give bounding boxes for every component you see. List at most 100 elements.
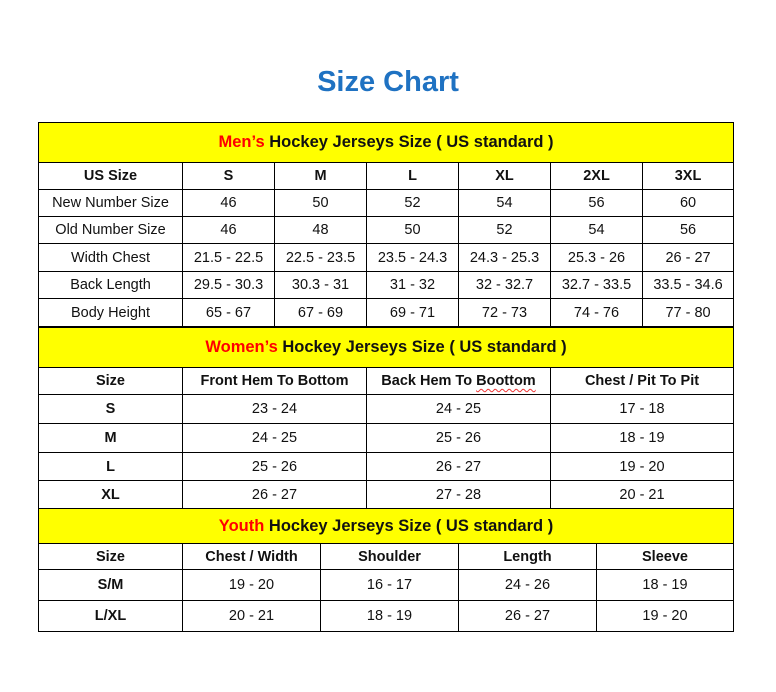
column-header: S [182,162,275,190]
section-title-text: Hockey Jerseys Size ( US standard ) [277,338,567,356]
table-cell: 72 - 73 [458,298,551,327]
table-row: New Number Size 46 50 52 54 56 60 [38,189,735,217]
column-header-label: Size [95,373,125,389]
column-header-label: Chest / Width [205,548,298,565]
column-header: Size [38,367,183,395]
women-section-title: Women’s Hockey Jerseys Size ( US standar… [37,327,735,368]
spelling-underline: Boottom [476,373,536,389]
column-header: Shoulder [320,543,459,570]
row-label: S/M [38,569,183,601]
column-header-label: Length [503,548,552,565]
table-cell: 29.5 - 30.3 [182,271,275,299]
column-header: M [274,162,367,190]
table-cell: 24 - 25 [366,394,551,424]
youth-section-title: Youth Hockey Jerseys Size ( US standard … [37,508,735,544]
table-cell: 18 - 19 [320,600,459,632]
row-label: Width Chest [38,243,183,272]
table-cell: 27 - 28 [366,480,551,509]
table-cell: 30.3 - 31 [274,271,367,299]
table-cell: 25 - 26 [182,452,367,481]
mens-size-table: Men’s Hockey Jerseys Size ( US standard … [37,122,735,327]
table-row: XL 26 - 27 27 - 28 20 - 21 [38,480,735,509]
column-header-label: L [408,168,417,184]
table-cell: 20 - 21 [549,480,735,509]
header-row: Size Front Hem To Bottom Back Hem To Boott… [38,367,735,395]
table-row: Old Number Size 46 48 50 52 54 56 [38,216,735,244]
column-header-label: US Size [83,168,138,184]
column-header: 3XL [641,162,735,190]
table-row: Width Chest 21.5 - 22.5 22.5 - 23.5 23.5 - … [38,243,735,272]
column-header-label: M [314,168,327,184]
table-cell: 46 [182,216,275,244]
table-cell: 19 - 20 [595,600,735,632]
section-title-text: Hockey Jerseys Size ( US standard ) [264,516,554,535]
page-title: Size Chart [317,66,459,98]
table-cell: 26 - 27 [458,600,597,632]
column-header: XL [458,162,551,190]
table-cell: 77 - 80 [641,298,735,327]
table-cell: 65 - 67 [182,298,275,327]
row-label: XL [38,480,183,509]
table-row: S 23 - 24 24 - 25 17 - 18 [38,394,735,424]
table-cell: 54 [550,216,643,244]
table-cell: 60 [641,189,735,217]
row-label: L [38,452,183,481]
table-cell: 50 [274,189,367,217]
table-cell: 25.3 - 26 [550,243,643,272]
row-label: S [38,394,183,424]
table-cell: 19 - 20 [182,569,321,601]
table-cell: 26 - 27 [182,480,367,509]
column-header: Chest / Pit To Pit [549,367,735,395]
table-cell: 50 [366,216,459,244]
table-cell: 26 - 27 [366,452,551,481]
table-row: Back Length 29.5 - 30.3 30.3 - 31 31 - 32 32… [38,271,735,299]
table-cell: 31 - 32 [366,271,459,299]
table-cell: 33.5 - 34.6 [641,271,735,299]
table-cell: 22.5 - 23.5 [274,243,367,272]
column-header-label: Front Hem To Bottom [200,373,349,389]
table-cell: 24.3 - 25.3 [458,243,551,272]
table-cell: 54 [458,189,551,217]
table-cell: 32 - 32.7 [458,271,551,299]
men-section-title: Men’s Hockey Jerseys Size ( US standard … [37,122,735,163]
row-label: Old Number Size [38,216,183,244]
column-header: Length [458,543,597,570]
table-cell: 17 - 18 [549,394,735,424]
table-row: Body Height 65 - 67 67 - 69 69 - 71 72 - 73 7… [38,298,735,327]
row-label: Back Length [38,271,183,299]
column-header: Size [38,543,183,570]
table-cell: 48 [274,216,367,244]
table-row: M 24 - 25 25 - 26 18 - 19 [38,423,735,453]
table-cell: 24 - 26 [458,569,597,601]
column-header: Front Hem To Bottom [182,367,367,395]
row-label: L/XL [38,600,183,632]
column-header: 2XL [550,162,643,190]
table-cell: 21.5 - 22.5 [182,243,275,272]
column-header: Chest / Width [182,543,321,570]
table-cell: 67 - 69 [274,298,367,327]
row-label: New Number Size [38,189,183,217]
column-header: Back Hem To Boottom [366,367,551,395]
table-cell: 19 - 20 [549,452,735,481]
table-cell: 16 - 17 [320,569,459,601]
table-cell: 52 [458,216,551,244]
youth-size-table: Youth Hockey Jerseys Size ( US standard … [37,508,735,632]
table-row: L/XL 20 - 21 18 - 19 26 - 27 19 - 20 [38,600,735,632]
table-cell: 25 - 26 [366,423,551,453]
header-row: Size Chest / Width Shoulder Length Sleeve [38,543,735,570]
womens-size-table: Women’s Hockey Jerseys Size ( US standar… [37,327,735,509]
column-header: L [366,162,459,190]
column-header-label: 2XL [583,168,610,184]
column-header-label: Chest / Pit To Pit [584,373,700,389]
column-header: US Size [38,162,183,190]
table-cell: 18 - 19 [549,423,735,453]
row-label: M [38,423,183,453]
table-cell: 56 [641,216,735,244]
column-header-label: XL [495,168,514,184]
table-cell: 56 [550,189,643,217]
table-cell: 32.7 - 33.5 [550,271,643,299]
table-cell: 23.5 - 24.3 [366,243,459,272]
table-cell: 74 - 76 [550,298,643,327]
column-header-label: Shoulder [358,548,421,565]
header-row: US Size S M L XL 2XL 3XL [38,162,735,190]
